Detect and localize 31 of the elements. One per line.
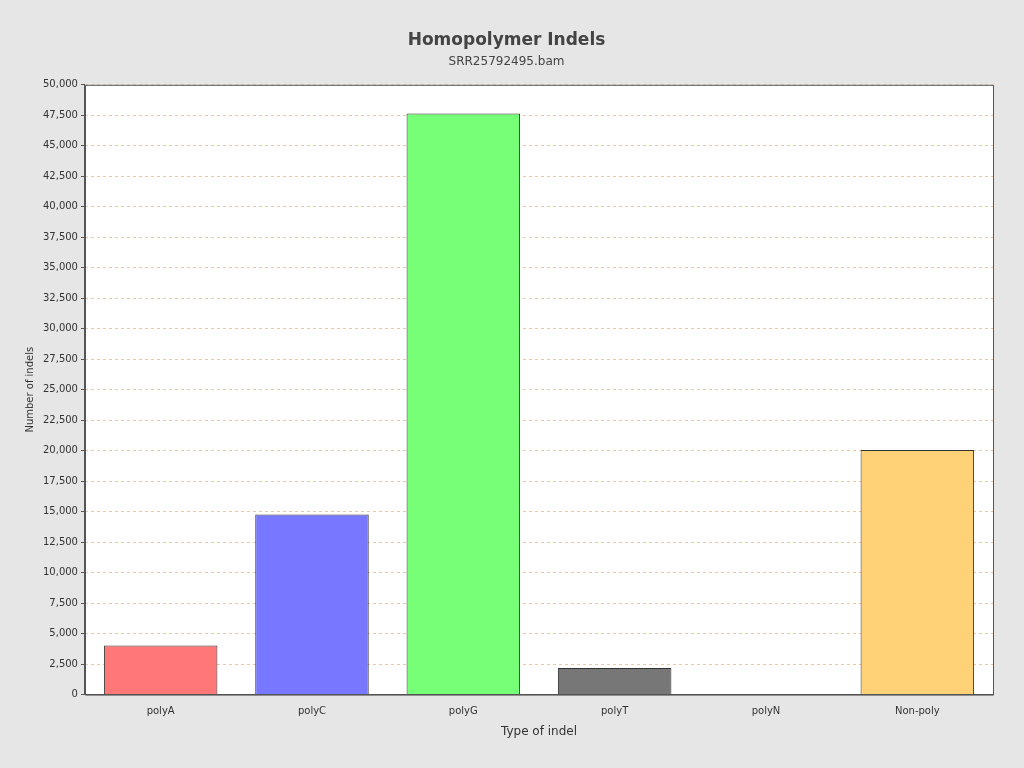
- x-tick-label: polyA: [146, 705, 175, 717]
- y-tick-label: 7,500: [49, 596, 78, 608]
- x-tick-label: polyC: [297, 705, 327, 717]
- y-tick-label: 5,000: [49, 627, 78, 639]
- y-tick-label: 30,000: [42, 322, 78, 334]
- x-axis-title: Type of indel: [499, 723, 578, 738]
- x-tick-label: polyN: [751, 705, 781, 717]
- y-tick-label: 25,000: [42, 383, 78, 395]
- y-tick-label: 37,500: [42, 230, 78, 242]
- chart-title: Homopolymer Indels: [407, 28, 606, 49]
- y-tick-label: 15,000: [42, 505, 78, 517]
- y-tick-label: 10,000: [42, 566, 78, 578]
- y-tick-label: 47,500: [42, 108, 78, 120]
- y-tick-label: 50,000: [42, 78, 78, 90]
- y-tick-label: 17,500: [42, 474, 78, 486]
- y-tick-label: 40,000: [42, 200, 78, 212]
- y-axis-title: Number of indels: [23, 346, 35, 433]
- y-tick-label: 35,000: [42, 261, 78, 273]
- y-tick-label: 27,500: [42, 352, 78, 364]
- y-tick-label: 22,500: [42, 413, 78, 425]
- y-tick-label: 2,500: [49, 657, 78, 669]
- x-tick-label: Non-poly: [894, 705, 940, 717]
- x-tick-label: polyT: [601, 705, 630, 717]
- y-tick-label: 20,000: [42, 444, 78, 456]
- y-tick-label: 0: [71, 688, 78, 700]
- x-tick-label: polyG: [448, 705, 478, 717]
- y-tick-label: 45,000: [42, 139, 78, 151]
- chart-subtitle: SRR25792495.bam: [448, 53, 565, 68]
- y-tick-label: 12,500: [42, 535, 78, 547]
- y-tick-label: 42,500: [42, 169, 78, 181]
- y-tick-label: 32,500: [42, 291, 78, 303]
